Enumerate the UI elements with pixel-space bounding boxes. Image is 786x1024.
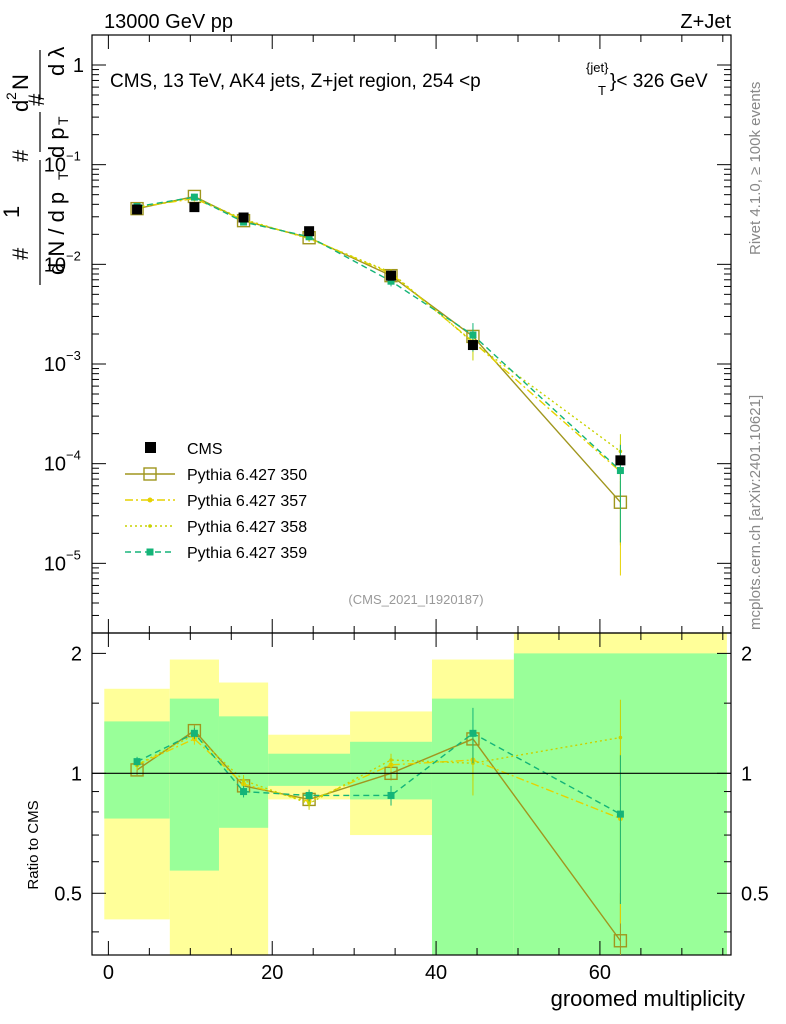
main-y-tick-label-1: 10	[44, 155, 66, 177]
chart-title-tail: }< 326 GeV	[610, 71, 708, 92]
ratio-y-tick-label-1: 1	[71, 763, 82, 785]
main-line-series-2	[136, 196, 621, 452]
band-stat-bin-3	[268, 753, 351, 786]
ylabel-den-a: d N / d p	[44, 192, 69, 275]
main-y-tick-exp-3: −3	[66, 348, 81, 363]
cms-data-point-2	[238, 212, 249, 223]
ylabel-den-d-hash: #	[24, 93, 49, 106]
ratio-y-tick-label-2: 2	[71, 643, 82, 665]
legend-label-series-1: Pythia 6.427 357	[187, 493, 307, 510]
main-y-tick-exp-1: −1	[66, 149, 81, 164]
chart-title-sup: {jet}	[586, 60, 609, 75]
cms-data-point-6	[615, 455, 626, 466]
legend-label-series-2: Pythia 6.427 358	[187, 519, 307, 536]
header-left-title: 13000 GeV pp	[104, 11, 233, 33]
main-y-tick-label-0: 1	[73, 55, 84, 77]
main-point-series-0-pt-0	[130, 201, 144, 216]
ratio-point-series-3-pt-4	[387, 791, 395, 799]
analysis-watermark: (CMS_2021_I1920187)	[348, 592, 483, 607]
chart-title-main: CMS, 13 TeV, AK4 jets, Z+jet region, 254…	[110, 71, 481, 92]
legend-marker-series-2	[148, 524, 152, 528]
ratio-y-tick-label-right-2: 2	[741, 643, 752, 665]
ylabel-den-c: d p	[44, 127, 69, 158]
legend-marker-series-3	[146, 548, 154, 556]
header-right-title: Z+Jet	[680, 11, 731, 33]
main-line-series-3	[136, 196, 621, 472]
ylabel-num-d-sup: 2	[3, 92, 19, 100]
ratio-point-series-2-pt-3	[307, 801, 311, 806]
ratio-y-axis-label: Ratio to CMS	[25, 800, 42, 889]
ylabel-den-c-sub: T	[55, 116, 71, 125]
main-point-series-3-pt-3	[305, 233, 313, 241]
ratio-point-series-0-pt-6	[613, 934, 628, 948]
main-point-series-3-pt-4	[387, 277, 395, 285]
main-y-tick-exp-2: −2	[66, 248, 81, 263]
x-tick-label-1: 20	[261, 962, 283, 984]
main-plot-frame	[91, 34, 732, 634]
ratio-plot-frame	[91, 632, 732, 956]
mcplots-label: mcplots.cern.ch [arXiv:2401.10621]	[747, 395, 764, 630]
ratio-point-series-2-pt-4	[389, 758, 393, 762]
main-point-series-3-pt-6	[616, 467, 624, 475]
legend-label-cms: CMS	[187, 441, 223, 458]
main-line-series-1	[136, 197, 621, 473]
ratio-y-tick-label-0: 0.5	[54, 883, 82, 905]
ratio-y-tick-label-right-1: 1	[741, 763, 752, 785]
chart-title-sub: T	[598, 83, 606, 98]
legend-marker-series-0	[143, 467, 157, 481]
legend: CMS Pythia 6.427 350 Pythia 6.427 357 Pythi…	[125, 441, 307, 562]
x-tick-label-2: 40	[425, 962, 447, 984]
ratio-series-layer	[130, 699, 628, 955]
x-ticks: 0 20 40 60	[103, 35, 724, 984]
ratio-uncertainty-bands	[104, 633, 727, 955]
main-y-ticks: 110−110−210−310−410−5	[44, 55, 731, 634]
ratio-point-series-3-pt-6	[616, 810, 624, 818]
ratio-point-series-3-pt-0	[133, 758, 141, 766]
ylabel-den-a-sub: T	[55, 171, 71, 180]
ylabel-num-d: d	[8, 100, 33, 112]
main-ylabel: # 1 d N / d p T # d p T d 2 N d λ #	[0, 47, 71, 285]
x-tick-label-3: 60	[589, 962, 611, 984]
cms-data-point-1	[189, 202, 200, 213]
ratio-point-series-3-pt-2	[240, 788, 248, 796]
ylabel-hash-c: #	[8, 149, 33, 162]
main-point-series-3-pt-5	[469, 331, 477, 339]
cms-data-point-0	[132, 204, 143, 215]
x-axis-label: groomed multiplicity	[551, 986, 745, 1011]
ratio-y-tick-label-right-0: 0.5	[741, 883, 769, 905]
main-y-tick-exp-5: −5	[66, 547, 81, 562]
main-frame-border	[91, 34, 732, 634]
ylabel-one: 1	[0, 206, 24, 218]
ylabel-num-d-tail: N	[8, 74, 33, 90]
legend-marker-cms	[145, 442, 156, 453]
ylabel-den-d: d λ	[44, 47, 69, 76]
legend-label-series-0: Pythia 6.427 350	[187, 467, 307, 484]
main-y-tick-exp-4: −4	[66, 448, 81, 463]
ratio-point-series-2-pt-6	[618, 735, 623, 740]
cms-data-point-4	[386, 270, 397, 281]
main-y-tick-label-4: 10	[44, 454, 66, 476]
ratio-frame-border	[91, 632, 732, 956]
ratio-point-series-3-pt-3	[305, 791, 313, 799]
main-point-series-3-pt-1	[190, 193, 198, 201]
legend-marker-series-1	[147, 497, 153, 503]
main-series-layer	[130, 189, 628, 576]
ratio-point-series-3-pt-1	[190, 729, 198, 737]
ylabel-hash-a: #	[8, 247, 33, 260]
main-y-tick-label-5: 10	[44, 553, 66, 575]
ratio-point-series-2-pt-2	[241, 778, 246, 783]
ratio-point-series-3-pt-5	[469, 729, 477, 737]
x-tick-label-0: 0	[103, 962, 114, 984]
cms-data-point-5	[467, 340, 478, 351]
chart-title: CMS, 13 TeV, AK4 jets, Z+jet region, 254…	[110, 60, 708, 98]
main-y-tick-label-3: 10	[44, 354, 66, 376]
main-y-tick-label-2: 10	[44, 254, 66, 276]
rivet-label: Rivet 4.1.0, ≥ 100k events	[747, 82, 764, 255]
legend-label-series-3: Pythia 6.427 359	[187, 545, 307, 562]
cms-data-point-3	[304, 226, 315, 237]
